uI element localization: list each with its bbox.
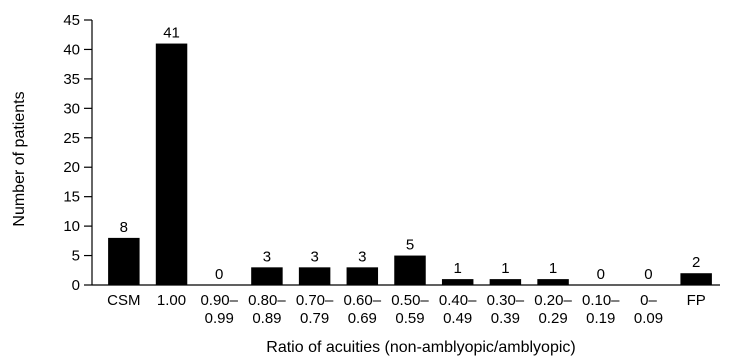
x-tick-label: 0.79 <box>300 310 329 327</box>
y-tick-label: 5 <box>72 248 80 265</box>
x-tick-label: 1.00 <box>157 292 186 309</box>
x-tick-label: CSM <box>107 292 140 309</box>
x-tick-label: 0.70– <box>296 292 334 309</box>
y-tick-label: 25 <box>63 130 80 147</box>
y-tick-label: 40 <box>63 41 80 58</box>
x-tick-label: 0.39 <box>491 310 520 327</box>
bar <box>346 267 379 285</box>
x-tick-label: 0.10– <box>582 292 620 309</box>
y-tick-label: 0 <box>72 277 80 294</box>
y-axis: 0 5 10 15 20 25 30 35 40 45 <box>63 12 93 294</box>
bar-data-label: 41 <box>163 25 180 42</box>
x-tick-label: 0.50– <box>391 292 429 309</box>
bar <box>108 237 140 285</box>
x-tick-label: FP <box>687 292 706 309</box>
x-tick-label: 0.69 <box>348 310 377 327</box>
bar <box>394 255 426 285</box>
x-tick-label: 0– <box>640 292 657 309</box>
x-tick-label: 0.99 <box>205 310 234 327</box>
bar-data-label: 3 <box>358 248 366 265</box>
x-tick-label: 0.60– <box>344 292 382 309</box>
x-tick-label: 0.80– <box>248 292 286 309</box>
bar <box>441 279 474 285</box>
y-tick-label: 15 <box>63 189 80 206</box>
bar-data-label: 2 <box>692 254 700 271</box>
bar <box>251 267 283 285</box>
bar <box>155 43 188 285</box>
bar-data-label: 1 <box>549 260 557 277</box>
bar-data-label: 3 <box>263 248 271 265</box>
bar-data-label: 0 <box>215 266 223 283</box>
x-axis: CSM 1.00 0.90–0.990.80–0.890.70–0.790.60–0… <box>92 284 720 327</box>
x-tick-label: 0.29 <box>538 310 567 327</box>
x-tick-label: 0.40– <box>439 292 477 309</box>
x-tick-label: 0.19 <box>586 310 615 327</box>
x-tick-label: 0.30– <box>487 292 525 309</box>
x-tick-label: 0.09 <box>634 310 663 327</box>
data-labels: 8 41 0 3 3 3 5 1 1 1 0 0 2 <box>120 25 701 283</box>
bar-data-label: 0 <box>644 266 652 283</box>
bar-data-label: 1 <box>501 260 509 277</box>
y-tick-label: 45 <box>63 12 80 29</box>
bar <box>298 267 331 285</box>
x-axis-title: Ratio of acuities (non-amblyopic/amblyop… <box>266 339 575 356</box>
y-tick-label: 35 <box>63 71 80 88</box>
bar-data-label: 3 <box>310 248 318 265</box>
bar-data-label: 8 <box>120 219 128 236</box>
x-tick-label: 0.59 <box>395 310 424 327</box>
y-tick-label: 30 <box>63 100 80 117</box>
y-axis-title: Number of patients <box>11 91 28 226</box>
bar <box>680 273 712 285</box>
x-tick-label: 0.49 <box>443 310 472 327</box>
x-tick-label: 0.89 <box>252 310 281 327</box>
x-tick-label: 0.20– <box>534 292 572 309</box>
bar <box>489 279 522 285</box>
x-tick-label: 0.90– <box>200 292 238 309</box>
bar <box>537 279 569 285</box>
bars <box>108 43 712 285</box>
y-tick-label: 20 <box>63 159 80 176</box>
y-tick-label: 10 <box>63 218 80 235</box>
bar-data-label: 5 <box>406 237 414 254</box>
bar-data-label: 0 <box>597 266 605 283</box>
bar-data-label: 1 <box>454 260 462 277</box>
